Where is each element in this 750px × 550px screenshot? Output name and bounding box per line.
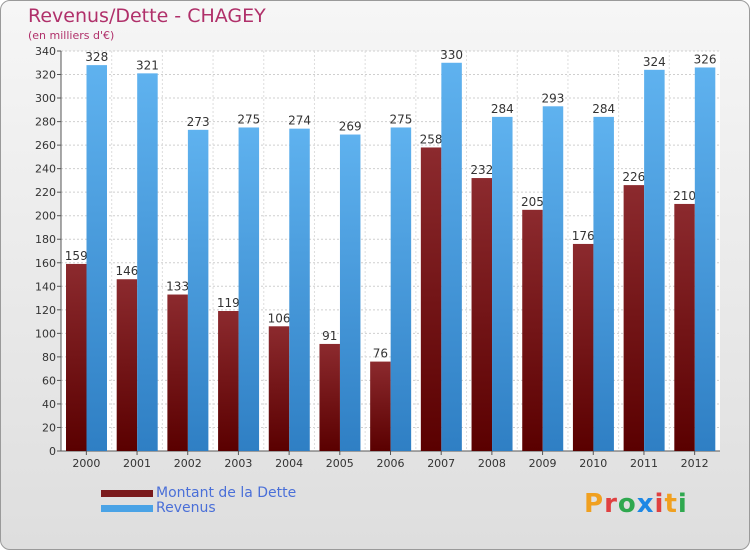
bar-dette-2003 [218, 311, 239, 451]
data-label-revenus-2012: 326 [694, 52, 717, 66]
data-label-revenus-2010: 284 [592, 102, 615, 116]
x-tick-label-2000: 2000 [72, 457, 100, 470]
proxiti-logo: Proxiti [584, 489, 688, 519]
bar-revenus-2003 [238, 127, 260, 452]
data-label-dette-2002: 133 [166, 280, 189, 294]
data-label-dette-2006: 76 [373, 347, 388, 361]
bar-dette-2000 [66, 263, 87, 451]
bar-dette-2006 [370, 361, 391, 451]
y-tick-label: 20 [42, 421, 56, 434]
bar-dette-2002 [167, 294, 188, 451]
y-tick-label: 200 [35, 210, 56, 223]
logo-letter: o [617, 489, 637, 519]
bar-revenus-2004 [289, 128, 310, 451]
x-tick-label-2005: 2005 [326, 457, 354, 470]
data-label-dette-2004: 106 [268, 311, 291, 325]
data-label-revenus-2008: 284 [491, 102, 514, 116]
bar-revenus-2011 [644, 69, 665, 451]
data-label-dette-2005: 91 [322, 329, 337, 343]
data-label-revenus-2004: 274 [288, 114, 311, 128]
y-tick-label: 160 [35, 257, 56, 270]
y-tick-label: 320 [35, 69, 56, 82]
data-label-dette-2003: 119 [217, 296, 240, 310]
y-tick-label: 300 [35, 92, 56, 105]
data-label-revenus-2003: 275 [237, 112, 260, 126]
bar-revenus-2005 [339, 134, 361, 451]
data-label-revenus-2005: 269 [339, 120, 362, 134]
data-label-revenus-2007: 330 [440, 48, 463, 62]
bar-dette-2005 [319, 343, 340, 451]
y-tick-label: 240 [35, 163, 56, 176]
bar-dette-2008 [471, 178, 493, 451]
y-tick-label: 120 [35, 304, 56, 317]
y-tick-label: 140 [35, 280, 56, 293]
bar-revenus-2006 [390, 127, 412, 452]
bar-dette-2009 [522, 209, 543, 451]
bar-dette-2007 [420, 147, 442, 451]
logo-letter: r [604, 489, 618, 519]
bar-revenus-2007 [441, 62, 462, 451]
bar-revenus-2012 [694, 67, 716, 452]
x-tick-label-2010: 2010 [579, 457, 607, 470]
x-tick-label-2009: 2009 [529, 457, 557, 470]
legend-label-dette: Montant de la Dette [156, 485, 297, 501]
data-label-dette-2001: 146 [115, 264, 138, 278]
data-label-dette-2011: 226 [622, 170, 645, 184]
bar-dette-2012 [674, 203, 695, 451]
data-label-dette-2012: 210 [673, 189, 696, 203]
bar-revenus-2000 [86, 65, 107, 451]
y-tick-label: 180 [35, 233, 56, 246]
bar-revenus-2008 [492, 116, 513, 451]
data-label-revenus-2011: 324 [643, 55, 666, 69]
y-tick-label: 260 [35, 139, 56, 152]
data-label-revenus-2002: 273 [187, 115, 210, 129]
x-tick-label-2007: 2007 [427, 457, 455, 470]
bar-dette-2001 [116, 279, 138, 451]
data-label-revenus-2000: 328 [85, 50, 108, 64]
data-label-dette-2008: 232 [470, 163, 493, 177]
data-label-dette-2007: 258 [420, 132, 443, 146]
chart-title: Revenus/Dette - CHAGEY [28, 5, 266, 27]
data-label-dette-2010: 176 [572, 229, 595, 243]
x-tick-label-2002: 2002 [174, 457, 202, 470]
y-tick-label: 220 [35, 186, 56, 199]
logo-letter: i [677, 489, 688, 519]
bar-revenus-2010 [593, 116, 614, 451]
y-tick-label: 40 [42, 398, 56, 411]
x-tick-label-2003: 2003 [224, 457, 252, 470]
legend-swatch-dette [101, 490, 153, 497]
logo-letter: x [636, 489, 655, 519]
legend-label-revenus: Revenus [156, 500, 216, 516]
data-label-dette-2009: 205 [521, 195, 544, 209]
data-label-revenus-2006: 275 [389, 112, 412, 126]
logo-letter: t [664, 489, 678, 519]
y-tick-label: 280 [35, 116, 56, 129]
x-tick-label-2006: 2006 [377, 457, 405, 470]
bar-dette-2010 [572, 243, 594, 451]
bar-dette-2011 [623, 185, 645, 451]
x-tick-label-2008: 2008 [478, 457, 506, 470]
bar-revenus-2001 [137, 73, 158, 452]
logo-letter: P [584, 489, 605, 519]
y-tick-label: 80 [42, 351, 56, 364]
x-tick-label-2012: 2012 [681, 457, 709, 470]
data-label-dette-2000: 159 [65, 249, 88, 263]
data-label-revenus-2001: 321 [136, 58, 159, 72]
bar-dette-2004 [268, 326, 290, 451]
logo-letter: i [654, 489, 665, 519]
y-tick-label: 0 [49, 445, 56, 458]
y-tick-label: 60 [42, 374, 56, 387]
data-label-revenus-2009: 293 [542, 91, 565, 105]
chart-subtitle: (en milliers d'€) [28, 29, 115, 42]
x-tick-label-2001: 2001 [123, 457, 151, 470]
legend-swatch-revenus [101, 505, 153, 512]
bar-revenus-2009 [542, 106, 564, 451]
x-tick-label-2011: 2011 [630, 457, 658, 470]
bar-revenus-2002 [187, 129, 209, 451]
y-tick-label: 100 [35, 327, 56, 340]
y-tick-label: 340 [35, 45, 56, 58]
x-tick-label-2004: 2004 [275, 457, 303, 470]
